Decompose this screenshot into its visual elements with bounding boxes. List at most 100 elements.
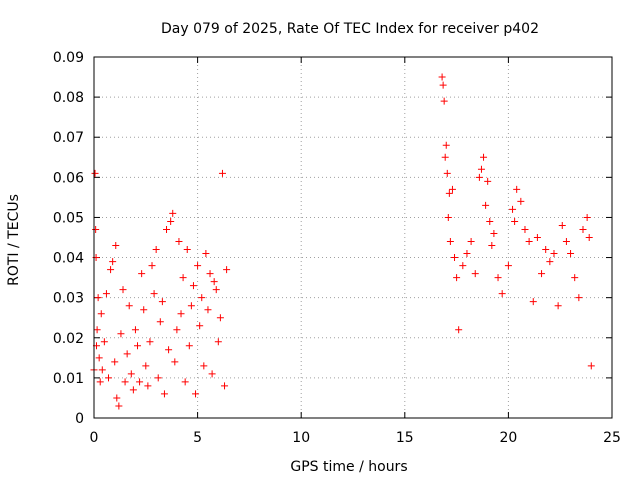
- data-point: [140, 306, 148, 314]
- y-tick-label: 0.03: [53, 291, 84, 307]
- data-point: [438, 73, 446, 81]
- data-point: [471, 270, 479, 278]
- data-point: [127, 370, 135, 378]
- data-point: [513, 185, 521, 193]
- data-point: [179, 274, 187, 282]
- data-point: [187, 302, 195, 310]
- data-point: [181, 378, 189, 386]
- data-point: [488, 242, 496, 250]
- data-point: [218, 169, 226, 177]
- y-tick-label: 0.04: [53, 251, 84, 267]
- x-tick-label: 15: [396, 430, 414, 446]
- data-point: [571, 274, 579, 282]
- data-point: [113, 394, 121, 402]
- data-point: [100, 338, 108, 346]
- y-tick-label: 0.07: [53, 130, 84, 146]
- data-point: [463, 250, 471, 258]
- data-point: [446, 238, 454, 246]
- data-point: [221, 382, 229, 390]
- data-point: [440, 97, 448, 105]
- x-tick-label: 5: [193, 430, 202, 446]
- data-point: [480, 153, 488, 161]
- data-point: [444, 213, 452, 221]
- data-point: [439, 81, 447, 89]
- data-point: [445, 189, 453, 197]
- data-point: [97, 310, 105, 318]
- data-point: [448, 185, 456, 193]
- data-point: [212, 286, 220, 294]
- data-point: [91, 169, 99, 177]
- data-point: [223, 266, 231, 274]
- data-point: [206, 270, 214, 278]
- data-point: [96, 378, 104, 386]
- data-point: [562, 238, 570, 246]
- data-point: [98, 366, 106, 374]
- data-point: [208, 370, 216, 378]
- data-point: [125, 302, 133, 310]
- data-point: [163, 225, 171, 233]
- data-point: [169, 209, 177, 217]
- data-point: [200, 362, 208, 370]
- data-point: [156, 318, 164, 326]
- data-point: [583, 213, 591, 221]
- data-point: [542, 246, 550, 254]
- grid: [94, 57, 612, 418]
- data-point: [484, 177, 492, 185]
- data-point: [150, 290, 158, 298]
- data-point: [538, 270, 546, 278]
- y-tick-label: 0.06: [53, 170, 84, 186]
- data-point: [92, 225, 100, 233]
- data-point: [214, 338, 222, 346]
- data-point: [194, 262, 202, 270]
- data-point: [138, 270, 146, 278]
- data-point: [196, 322, 204, 330]
- data-point: [210, 278, 218, 286]
- data-point: [467, 238, 475, 246]
- data-point: [134, 342, 142, 350]
- data-point: [165, 346, 173, 354]
- data-point: [115, 402, 123, 410]
- data-point: [529, 298, 537, 306]
- data-point: [498, 290, 506, 298]
- data-point: [154, 374, 162, 382]
- data-point: [136, 378, 144, 386]
- data-point: [455, 326, 463, 334]
- data-point: [105, 374, 113, 382]
- data-point: [117, 330, 125, 338]
- y-tick-label: 0.08: [53, 90, 84, 106]
- y-tick-label: 0.09: [53, 50, 84, 66]
- data-point: [579, 225, 587, 233]
- data-point: [482, 201, 490, 209]
- data-point: [459, 262, 467, 270]
- data-point: [146, 338, 154, 346]
- data-point: [525, 238, 533, 246]
- data-point: [175, 238, 183, 246]
- y-axis-label: ROTI / TECUs: [6, 194, 22, 286]
- x-tick-label: 0: [90, 430, 99, 446]
- data-point: [192, 390, 200, 398]
- data-point: [131, 326, 139, 334]
- data-point: [441, 153, 449, 161]
- chart-title: Day 079 of 2025, Rate Of TEC Index for r…: [161, 21, 539, 37]
- data-point: [144, 382, 152, 390]
- data-point: [486, 217, 494, 225]
- data-point: [152, 246, 160, 254]
- data-point: [123, 350, 131, 358]
- data-point: [443, 169, 451, 177]
- x-axis-label: GPS time / hours: [290, 459, 407, 475]
- data-point: [112, 242, 120, 250]
- data-point: [173, 326, 181, 334]
- data-point: [521, 225, 529, 233]
- data-point: [167, 217, 175, 225]
- data-point: [442, 141, 450, 149]
- data-point: [185, 342, 193, 350]
- data-point: [142, 362, 150, 370]
- data-point: [587, 362, 595, 370]
- data-point: [94, 294, 102, 302]
- data-point: [490, 229, 498, 237]
- data-point: [517, 197, 525, 205]
- data-point: [109, 258, 117, 266]
- y-tick-label: 0.05: [53, 210, 84, 226]
- data-point: [546, 258, 554, 266]
